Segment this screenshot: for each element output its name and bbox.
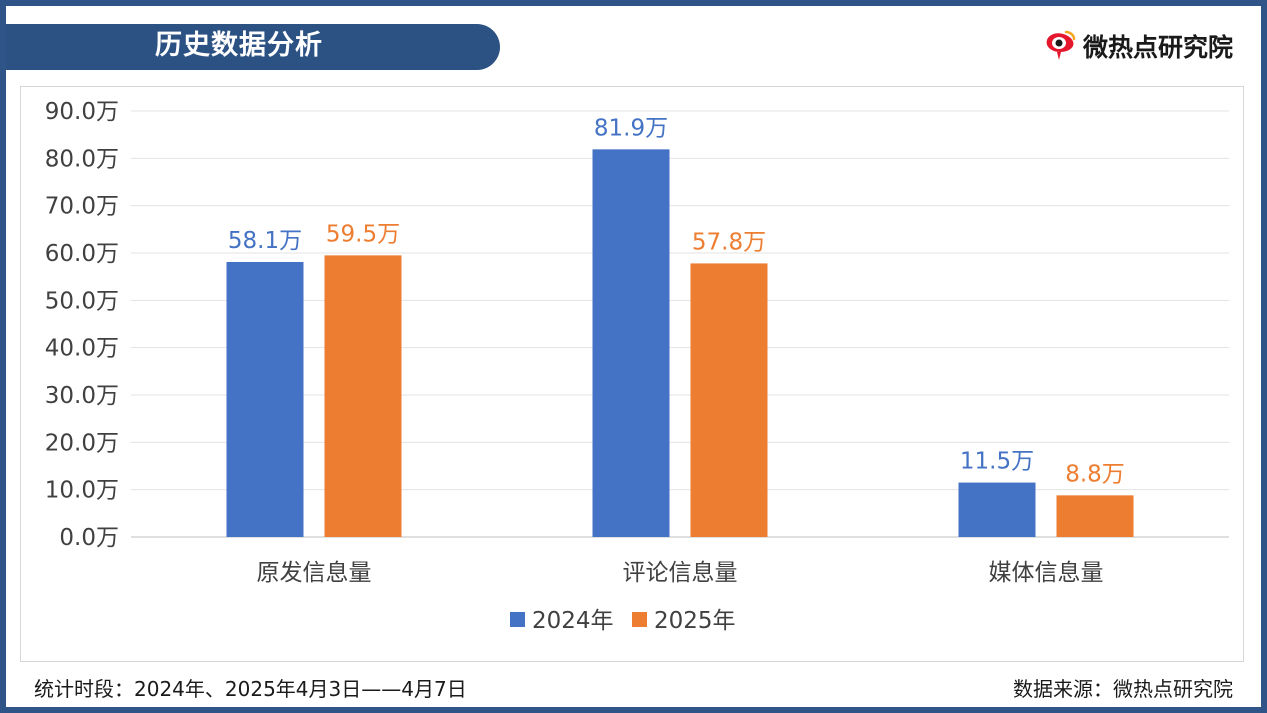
y-tick-label: 90.0万 <box>45 99 119 125</box>
data-label: 57.8万 <box>692 229 766 255</box>
bar-chart: 58.1万 59.5万 81.9万 57.8万 11.5万 8.8万 0.0万 10.0万 2… <box>45 99 1229 634</box>
bar <box>226 261 304 537</box>
slide: 历史数据分析 微热点研究院 58.1万 59.5万 81.9万 57.8万 11.5万 8… <box>6 6 1261 707</box>
data-source: 数据来源：微热点研究院 <box>1013 677 1233 701</box>
data-label: 11.5万 <box>960 449 1034 475</box>
y-tick-label: 50.0万 <box>45 288 119 314</box>
data-label: 59.5万 <box>326 221 400 247</box>
y-tick-label: 0.0万 <box>59 525 119 551</box>
bar <box>324 255 402 537</box>
y-tick-label: 80.0万 <box>45 146 119 172</box>
x-category-label: 媒体信息量 <box>989 560 1104 586</box>
page-title: 历史数据分析 <box>155 30 323 61</box>
stats-period: 统计时段：2024年、2025年4月3日——4月7日 <box>34 677 467 701</box>
legend-label: 2025年 <box>654 608 736 634</box>
bar <box>592 149 670 537</box>
bar <box>1056 495 1134 537</box>
legend-swatch <box>510 612 525 627</box>
bar <box>690 263 768 537</box>
y-tick-label: 30.0万 <box>45 383 119 409</box>
logo-text: 微热点研究院 <box>1082 33 1233 62</box>
data-label: 81.9万 <box>594 115 668 141</box>
y-tick-label: 40.0万 <box>45 336 119 362</box>
title-banner <box>6 24 500 70</box>
weibo-eye-icon <box>1046 30 1076 60</box>
y-tick-label: 10.0万 <box>45 478 119 504</box>
data-label: 8.8万 <box>1065 461 1125 487</box>
x-category-label: 原发信息量 <box>257 560 372 586</box>
legend-swatch <box>632 612 647 627</box>
data-label: 58.1万 <box>228 228 302 254</box>
x-category-label: 评论信息量 <box>623 560 738 586</box>
chart-frame: 58.1万 59.5万 81.9万 57.8万 11.5万 8.8万 0.0万 10.0万 2… <box>20 86 1244 662</box>
brand-logo: 微热点研究院 <box>1043 28 1233 64</box>
legend-label: 2024年 <box>532 608 614 634</box>
y-tick-label: 20.0万 <box>45 430 119 456</box>
y-tick-label: 70.0万 <box>45 194 119 220</box>
bar <box>958 482 1036 537</box>
y-tick-label: 60.0万 <box>45 241 119 267</box>
